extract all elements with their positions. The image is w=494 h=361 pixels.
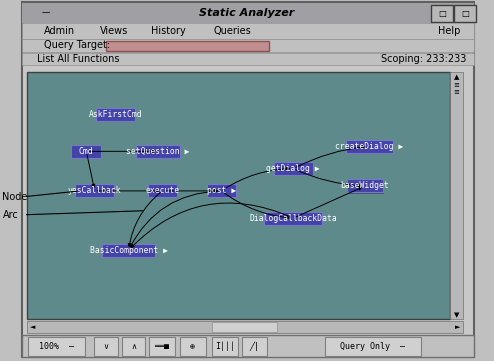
FancyBboxPatch shape: [29, 337, 85, 356]
Text: BasicComponent ▶: BasicComponent ▶: [89, 246, 167, 255]
FancyBboxPatch shape: [77, 186, 115, 199]
Text: □: □: [461, 9, 469, 18]
FancyBboxPatch shape: [27, 72, 450, 319]
FancyBboxPatch shape: [347, 141, 394, 154]
Text: Scoping: 233:233: Scoping: 233:233: [381, 54, 467, 64]
Text: List All Functions: List All Functions: [37, 54, 120, 64]
Text: I│││: I│││: [215, 342, 235, 351]
Text: yesCallback: yesCallback: [68, 186, 122, 195]
FancyBboxPatch shape: [137, 146, 181, 159]
FancyBboxPatch shape: [206, 184, 236, 197]
Text: post ▶: post ▶: [207, 186, 236, 195]
Text: ∨: ∨: [104, 342, 109, 351]
Text: History: History: [151, 26, 185, 36]
Text: Help: Help: [438, 26, 461, 36]
FancyBboxPatch shape: [136, 145, 180, 158]
FancyBboxPatch shape: [348, 180, 384, 193]
FancyBboxPatch shape: [27, 321, 463, 333]
Text: createDialog ▶: createDialog ▶: [335, 142, 404, 151]
FancyBboxPatch shape: [265, 213, 323, 226]
FancyBboxPatch shape: [22, 3, 474, 23]
Text: ≡: ≡: [453, 89, 459, 95]
FancyBboxPatch shape: [106, 41, 269, 51]
FancyBboxPatch shape: [275, 163, 314, 176]
FancyBboxPatch shape: [103, 245, 156, 258]
Text: DialogCallbackData: DialogCallbackData: [249, 214, 337, 223]
Text: Admin: Admin: [43, 26, 75, 36]
FancyBboxPatch shape: [454, 5, 476, 22]
FancyBboxPatch shape: [22, 39, 474, 52]
FancyBboxPatch shape: [180, 337, 206, 356]
FancyBboxPatch shape: [431, 5, 453, 22]
FancyBboxPatch shape: [22, 23, 474, 39]
FancyBboxPatch shape: [76, 184, 114, 197]
Text: Views: Views: [99, 26, 128, 36]
FancyBboxPatch shape: [22, 2, 474, 357]
Text: ◄: ◄: [31, 324, 36, 330]
Text: Query Only  –: Query Only –: [340, 342, 406, 351]
Text: Arc: Arc: [2, 210, 18, 220]
FancyBboxPatch shape: [97, 109, 136, 122]
FancyBboxPatch shape: [149, 337, 175, 356]
FancyBboxPatch shape: [325, 337, 421, 356]
Text: 100%  –: 100% –: [40, 342, 74, 351]
FancyBboxPatch shape: [346, 140, 393, 153]
Text: Query Target:: Query Target:: [44, 40, 111, 51]
Text: ►: ►: [455, 324, 460, 330]
FancyBboxPatch shape: [149, 186, 178, 199]
FancyBboxPatch shape: [22, 335, 474, 357]
FancyBboxPatch shape: [148, 184, 177, 197]
Text: ∧: ∧: [131, 342, 136, 351]
Text: setQuestion ▶: setQuestion ▶: [126, 147, 190, 156]
FancyBboxPatch shape: [242, 337, 267, 356]
FancyBboxPatch shape: [212, 337, 238, 356]
FancyBboxPatch shape: [347, 179, 383, 192]
FancyBboxPatch shape: [264, 212, 322, 225]
Text: Queries: Queries: [213, 26, 251, 36]
FancyBboxPatch shape: [22, 53, 474, 65]
Text: execute: execute: [145, 186, 179, 195]
Text: AskFirstCmd: AskFirstCmd: [89, 110, 143, 119]
FancyBboxPatch shape: [274, 162, 313, 175]
Text: Cmd: Cmd: [79, 147, 94, 156]
Text: ≡: ≡: [453, 82, 459, 88]
Text: Static Analyzer: Static Analyzer: [200, 8, 294, 18]
Text: ══■: ══■: [155, 342, 169, 351]
FancyBboxPatch shape: [73, 146, 102, 159]
Text: getDialog ▶: getDialog ▶: [266, 164, 320, 173]
FancyBboxPatch shape: [122, 337, 145, 356]
Text: —: —: [42, 9, 50, 17]
Text: ▲: ▲: [454, 75, 459, 81]
FancyBboxPatch shape: [102, 244, 155, 257]
Text: ╱|: ╱|: [249, 342, 259, 351]
FancyBboxPatch shape: [450, 72, 463, 319]
Text: Node: Node: [2, 192, 28, 202]
FancyBboxPatch shape: [72, 145, 101, 158]
FancyBboxPatch shape: [96, 108, 135, 121]
FancyBboxPatch shape: [207, 186, 237, 199]
Text: □: □: [438, 9, 446, 18]
FancyBboxPatch shape: [212, 322, 277, 332]
Text: ▼: ▼: [454, 312, 459, 318]
Text: ⊕: ⊕: [190, 342, 195, 351]
Text: baseWidget: baseWidget: [341, 182, 389, 191]
FancyBboxPatch shape: [94, 337, 118, 356]
